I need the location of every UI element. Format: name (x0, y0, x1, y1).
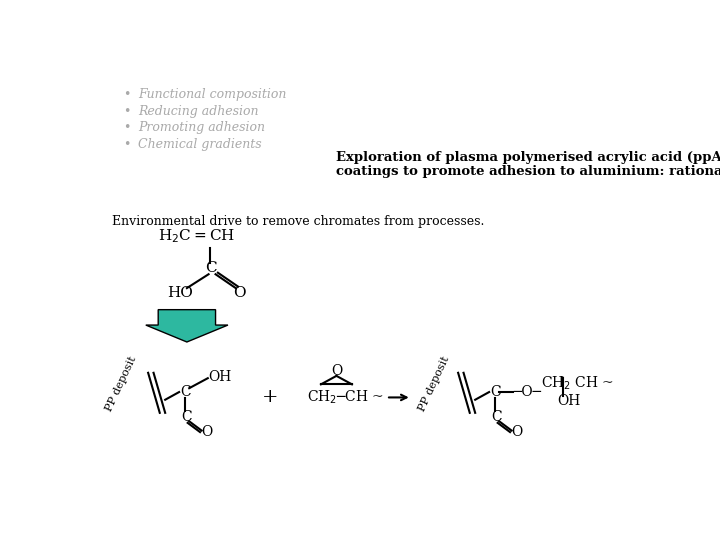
Text: •: • (124, 105, 131, 118)
Polygon shape (145, 309, 228, 342)
Text: +: + (261, 388, 278, 407)
Text: C: C (490, 385, 500, 399)
Text: PP deposit: PP deposit (417, 355, 451, 414)
Text: C: C (204, 261, 216, 275)
Text: O: O (233, 286, 246, 300)
Text: •: • (124, 138, 131, 151)
Text: O: O (202, 425, 213, 439)
Text: O: O (330, 364, 342, 378)
Text: HO: HO (168, 286, 194, 300)
Text: Chemical gradients: Chemical gradients (138, 138, 261, 151)
Text: ─O─: ─O─ (513, 385, 541, 399)
Text: OH: OH (208, 370, 231, 383)
Text: Exploration of plasma polymerised acrylic acid (ppAAc): Exploration of plasma polymerised acryli… (336, 151, 720, 164)
Text: CH$_2$─CH ~: CH$_2$─CH ~ (307, 389, 384, 406)
Text: Environmental drive to remove chromates from processes.: Environmental drive to remove chromates … (112, 215, 484, 228)
Text: OH: OH (557, 394, 580, 408)
Text: Reducing adhesion: Reducing adhesion (138, 105, 258, 118)
Text: Promoting adhesion: Promoting adhesion (138, 122, 265, 134)
Text: C: C (181, 410, 192, 424)
Text: O: O (512, 425, 523, 439)
Text: •: • (124, 87, 131, 100)
Text: C: C (180, 385, 191, 399)
Text: •: • (124, 122, 131, 134)
Text: C: C (492, 410, 502, 424)
Text: PP deposit: PP deposit (104, 355, 138, 414)
Text: CH$_2$ CH ~: CH$_2$ CH ~ (541, 374, 614, 392)
Text: H$_2$C$=$CH: H$_2$C$=$CH (158, 227, 235, 245)
Text: coatings to promote adhesion to aluminium: rationale: coatings to promote adhesion to aluminiu… (336, 165, 720, 178)
Text: Functional composition: Functional composition (138, 87, 287, 100)
